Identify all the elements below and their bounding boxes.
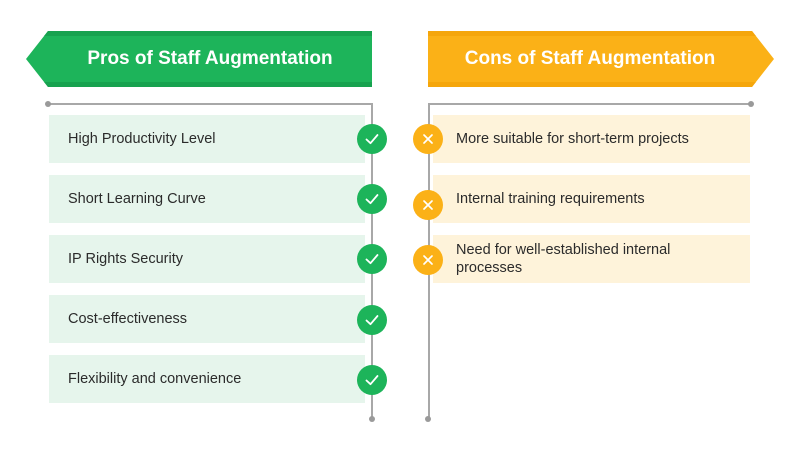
pro-item-label: Cost-effectiveness [68,311,188,327]
x-icon [413,245,443,275]
check-icon [357,184,387,214]
check-icon [357,365,387,395]
pro-item: Cost-effectiveness [49,295,365,343]
pro-item-label: Short Learning Curve [68,191,206,207]
con-item-label: More suitable for short-term projects [456,131,689,147]
pros-top-dot [45,101,51,107]
con-item-label: Internal training requirements [456,191,645,207]
pros-top-connector [48,103,372,105]
cons-bottom-dot [425,416,431,422]
pro-item-label: High Productivity Level [68,131,216,147]
pro-item: High Productivity Level [49,115,365,163]
pro-item: IP Rights Security [49,235,365,283]
check-icon [357,244,387,274]
con-item: Internal training requirements [433,175,750,223]
pros-banner: Pros of Staff Augmentation [26,31,372,87]
x-icon [413,124,443,154]
check-icon [357,124,387,154]
cons-title: Cons of Staff Augmentation [464,48,716,69]
pro-item: Flexibility and convenience [49,355,365,403]
con-item-label: Need for well-established internal proce… [456,242,671,276]
pros-bottom-dot [369,416,375,422]
x-icon [413,190,443,220]
pro-item: Short Learning Curve [49,175,365,223]
con-item: More suitable for short-term projects [433,115,750,163]
con-item: Need for well-established internal proce… [433,235,750,283]
cons-top-dot [748,101,754,107]
pros-title: Pros of Staff Augmentation [87,48,333,69]
pro-item-label: IP Rights Security [68,251,183,267]
cons-top-connector [428,103,751,105]
check-icon [357,305,387,335]
pro-item-label: Flexibility and convenience [68,371,242,387]
cons-banner: Cons of Staff Augmentation [428,31,774,87]
